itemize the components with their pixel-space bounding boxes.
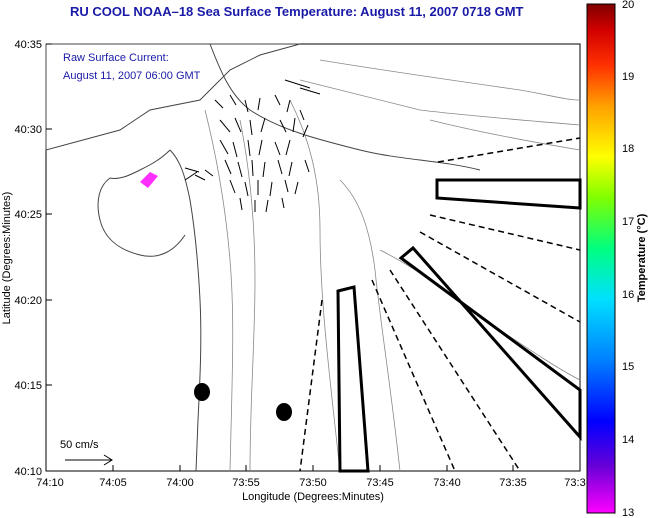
sst-pixel	[140, 172, 158, 188]
x-tick-label: 73:40	[433, 477, 461, 489]
colorbar-tick: 18	[622, 143, 634, 155]
colorbar-tick: 14	[622, 434, 634, 446]
colorbar-tick: 19	[622, 71, 634, 83]
x-tick-label: 73:55	[232, 477, 260, 489]
colorbar-label: Temperature (°C)	[636, 213, 648, 302]
x-axis	[45, 465, 581, 471]
colorbar-tick: 20	[622, 0, 634, 11]
scale-arrow	[65, 454, 113, 466]
colorbar-tick: 13	[622, 507, 634, 518]
current-vectors	[184, 79, 321, 213]
y-axis-label: Latitude (Degrees:Minutes)	[1, 192, 13, 325]
y-axis	[46, 43, 52, 472]
y-tick-label: 40:20	[14, 295, 42, 307]
annotation-line1: Raw Surface Current:	[63, 52, 169, 64]
y-tick-label: 40:35	[14, 39, 42, 51]
y-tick-label: 40:10	[14, 466, 42, 478]
x-tick-label: 73:45	[366, 477, 394, 489]
colorbar-tick: 17	[622, 216, 634, 228]
y-tick-label: 40:30	[14, 124, 42, 136]
instrument-tracks	[299, 137, 582, 473]
x-tick-label: 73:35	[499, 477, 527, 489]
y-tick-label: 40:25	[14, 209, 42, 221]
x-axis-label: Longitude (Degrees:Minutes)	[242, 491, 384, 503]
station-marker	[276, 403, 292, 421]
x-tick-label: 73:3	[564, 477, 585, 489]
y-tick-label: 40:15	[14, 380, 42, 392]
station-marker	[194, 383, 210, 401]
map-title: RU COOL NOAA–18 Sea Surface Temperature:…	[70, 4, 524, 19]
x-tick-label: 74:10	[36, 477, 64, 489]
colorbar	[586, 3, 616, 514]
annotation-line2: August 11, 2007 06:00 GMT	[63, 70, 201, 82]
coastline	[45, 43, 481, 472]
x-tick-label: 73:50	[299, 477, 327, 489]
x-tick-label: 74:00	[166, 477, 194, 489]
scale-label: 50 cm/s	[60, 439, 99, 451]
colorbar-tick: 16	[622, 289, 634, 301]
colorbar-tick: 15	[622, 361, 634, 373]
x-tick-label: 74:05	[99, 477, 127, 489]
